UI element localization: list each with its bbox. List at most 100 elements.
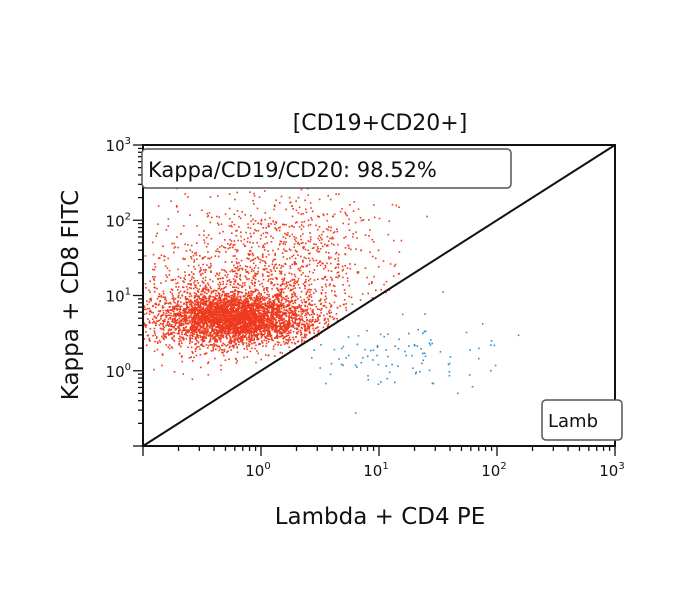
kappa-point	[205, 315, 207, 318]
kappa-point	[183, 337, 185, 340]
kappa-point	[268, 329, 270, 332]
kappa-point	[225, 320, 228, 323]
kappa-point	[216, 295, 218, 297]
kappa-point	[285, 319, 287, 322]
kappa-point	[218, 307, 221, 310]
kappa-point	[271, 337, 273, 339]
kappa-point	[197, 290, 199, 293]
kappa-point	[265, 227, 267, 229]
kappa-point	[258, 323, 260, 325]
kappa-point	[268, 304, 271, 306]
kappa-point	[163, 334, 166, 336]
kappa-point	[235, 257, 238, 260]
kappa-point	[276, 315, 278, 318]
kappa-point	[202, 307, 204, 310]
kappa-point	[323, 314, 325, 317]
kappa-point	[253, 301, 256, 304]
kappa-point	[278, 313, 280, 316]
kappa-point	[184, 278, 186, 281]
kappa-point	[178, 321, 181, 323]
kappa-point	[265, 339, 268, 342]
kappa-point	[253, 267, 256, 269]
kappa-point	[230, 349, 232, 351]
kappa-point	[227, 309, 230, 311]
kappa-point	[287, 340, 290, 343]
kappa-point	[217, 335, 220, 337]
kappa-point	[194, 328, 197, 330]
kappa-point	[254, 317, 257, 319]
kappa-point	[252, 291, 254, 294]
kappa-point	[254, 329, 256, 331]
kappa-point	[262, 323, 265, 325]
kappa-point	[234, 342, 236, 344]
kappa-point	[272, 348, 275, 350]
kappa-point	[244, 303, 247, 306]
kappa-point	[225, 303, 228, 306]
kappa-point	[219, 334, 222, 336]
kappa-point	[216, 222, 219, 225]
kappa-point	[346, 267, 349, 269]
kappa-point	[271, 260, 274, 263]
kappa-point	[246, 344, 248, 347]
kappa-point	[279, 294, 282, 297]
kappa-point	[227, 313, 229, 316]
kappa-point	[236, 314, 239, 316]
kappa-point	[177, 312, 180, 314]
kappa-point	[236, 339, 239, 342]
kappa-point	[252, 342, 255, 344]
kappa-point	[236, 313, 238, 315]
kappa-point	[374, 257, 377, 260]
kappa-point	[199, 335, 202, 337]
kappa-point	[217, 283, 220, 286]
kappa-point	[281, 282, 284, 285]
kappa-point	[249, 338, 252, 341]
kappa-point	[185, 322, 188, 325]
kappa-point	[168, 274, 171, 276]
kappa-point	[221, 327, 223, 330]
kappa-point	[273, 223, 276, 226]
kappa-point	[216, 301, 218, 304]
kappa-point	[331, 278, 333, 280]
kappa-point	[311, 210, 314, 213]
kappa-point	[225, 327, 227, 330]
kappa-point	[289, 257, 291, 259]
kappa-point	[302, 241, 304, 244]
kappa-point	[205, 236, 208, 239]
kappa-point	[232, 323, 235, 325]
kappa-point	[218, 274, 220, 277]
kappa-point	[265, 256, 268, 258]
kappa-point	[368, 283, 370, 285]
kappa-point	[356, 272, 359, 274]
kappa-point	[178, 343, 180, 345]
kappa-point	[318, 329, 320, 332]
kappa-point	[244, 294, 247, 296]
kappa-point	[293, 246, 295, 248]
kappa-point	[240, 322, 243, 325]
kappa-point	[276, 330, 278, 332]
kappa-point	[310, 296, 313, 298]
kappa-point	[172, 331, 174, 334]
kappa-point	[256, 303, 258, 305]
kappa-point	[207, 289, 210, 292]
kappa-point	[291, 215, 294, 218]
kappa-point	[301, 221, 303, 224]
kappa-point	[257, 229, 260, 232]
kappa-point	[218, 285, 221, 288]
kappa-point	[277, 304, 280, 307]
kappa-point	[189, 342, 191, 345]
kappa-point	[292, 330, 295, 333]
kappa-point	[262, 260, 264, 262]
kappa-point	[302, 233, 304, 235]
kappa-point	[156, 232, 158, 235]
kappa-point	[196, 279, 199, 282]
kappa-point	[373, 275, 375, 278]
kappa-point	[236, 346, 238, 348]
kappa-point	[213, 308, 215, 310]
kappa-point	[307, 194, 309, 196]
kappa-point	[236, 250, 238, 253]
kappa-point	[301, 340, 303, 342]
kappa-point	[207, 234, 210, 236]
kappa-point	[272, 306, 275, 308]
kappa-point	[262, 256, 264, 258]
kappa-point	[174, 297, 177, 300]
